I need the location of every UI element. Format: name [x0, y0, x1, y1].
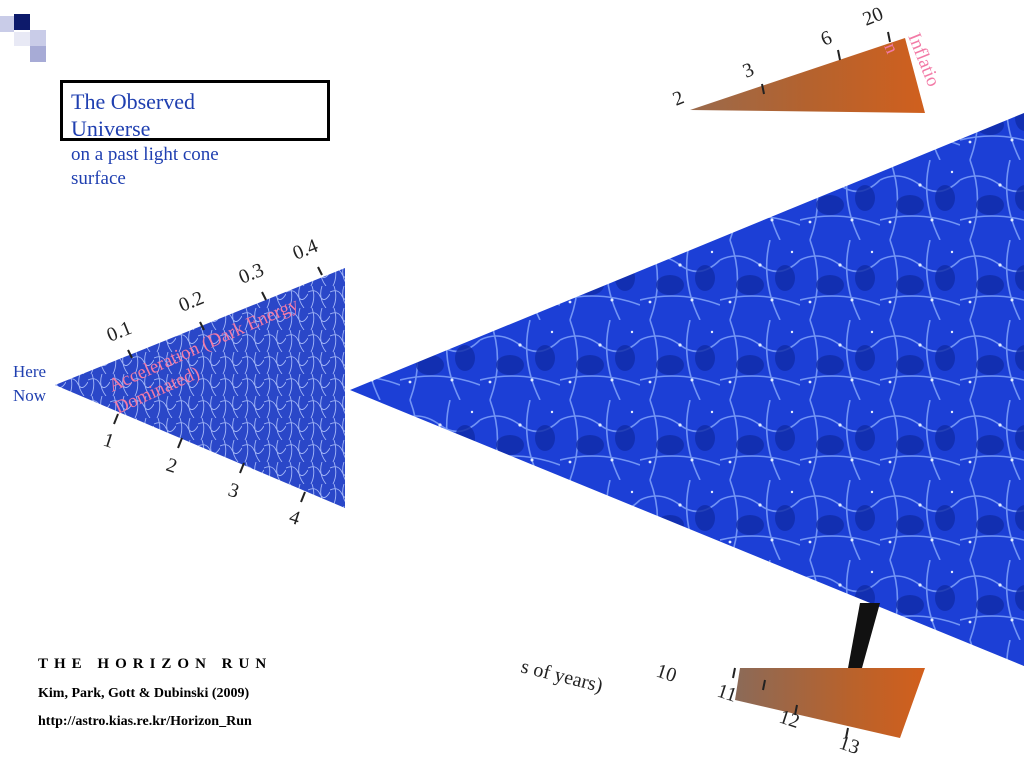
- cmb-strip-bottom: [735, 668, 925, 738]
- near-universe-wedge: [55, 268, 345, 508]
- tick-label-z-0.1: 0.1: [104, 317, 135, 347]
- cmb-strip-top: [690, 38, 925, 113]
- tick-label-z-3: 3: [740, 58, 758, 82]
- tick-label-z-0.3: 0.3: [236, 259, 267, 289]
- now-label: Now: [13, 386, 47, 405]
- tick-label-z-0.4: 0.4: [290, 235, 321, 265]
- tick-label-t-13: 13: [836, 732, 862, 759]
- title-line1: The Observed: [71, 89, 196, 114]
- subtitle: on a past light cone surface: [71, 143, 301, 191]
- credits-title: THE HORIZON RUN: [38, 656, 273, 672]
- subtitle-line1: on a past light cone: [71, 144, 219, 165]
- title-line2: Universe: [71, 116, 151, 141]
- zoomed-universe-wedge: [350, 113, 1024, 666]
- tick-label-z-20: 20: [860, 3, 887, 31]
- checkered-squares-logo-icon: [0, 0, 50, 62]
- page-title: The Observed Universe: [71, 88, 321, 142]
- tick-label-t-3: 3: [225, 479, 241, 503]
- credits-url[interactable]: http://astro.kias.re.kr/Horizon_Run: [38, 714, 252, 729]
- time-axis-fragment: s of years): [519, 656, 605, 698]
- tick-label-t-10: 10: [653, 660, 679, 687]
- light-cone-edge: [848, 603, 880, 668]
- tick-label-t-1: 1: [100, 429, 116, 453]
- tick-label-t-4: 4: [286, 506, 302, 530]
- tick-label-z-6: 6: [818, 26, 836, 50]
- near-tick-marks: [113, 266, 323, 503]
- subtitle-line2: surface: [71, 168, 126, 189]
- tick-label-t-2: 2: [163, 454, 179, 478]
- here-label: Here: [13, 362, 47, 381]
- title-box: [60, 80, 330, 141]
- far-tick-marks: [732, 31, 891, 739]
- tick-label-z-2: 2: [670, 86, 688, 110]
- tick-label-z-0.2: 0.2: [176, 287, 207, 317]
- credits-authors: Kim, Park, Gott & Dubinski (2009): [38, 686, 250, 701]
- tick-label-t-11: 11: [714, 680, 739, 707]
